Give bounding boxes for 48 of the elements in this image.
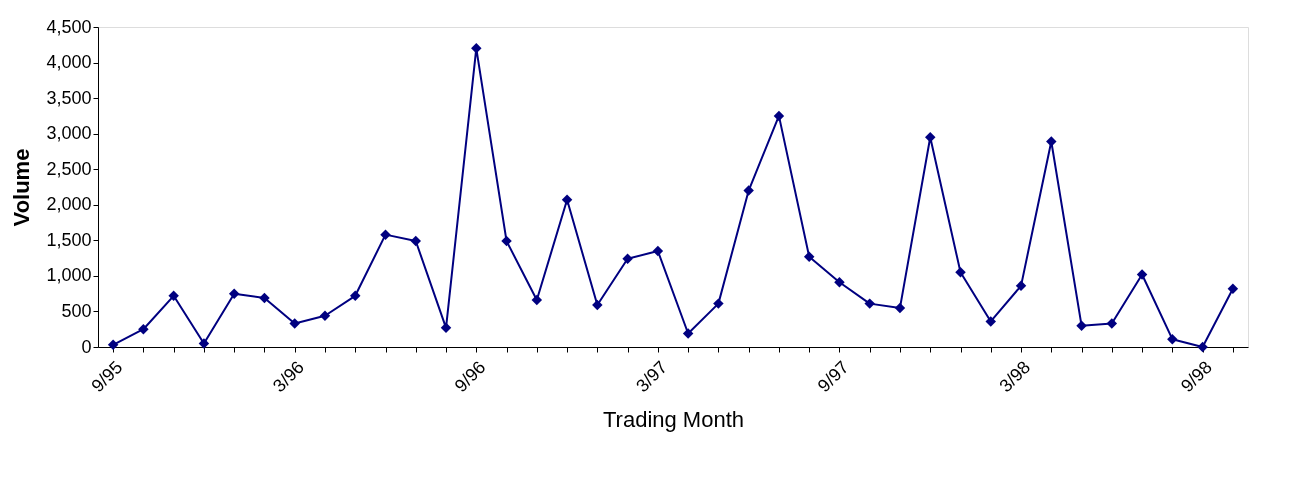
point	[440, 322, 452, 334]
point	[1136, 269, 1148, 280]
y-tick-label: 0	[81, 336, 92, 357]
point	[319, 310, 331, 321]
point	[228, 288, 240, 299]
y-tick-label: 4,500	[46, 16, 92, 37]
point	[773, 110, 785, 122]
point	[259, 292, 270, 304]
point	[803, 251, 815, 262]
point	[955, 267, 966, 278]
point	[894, 302, 906, 314]
point	[107, 339, 119, 351]
point	[289, 318, 300, 329]
point	[501, 235, 512, 247]
y-tick-label: 500	[61, 300, 92, 321]
y-tick-label: 2,000	[46, 194, 92, 215]
y-tick-label: 1,000	[46, 265, 92, 286]
point	[1197, 341, 1208, 353]
point	[592, 299, 603, 311]
point	[198, 338, 210, 349]
point	[410, 235, 422, 247]
x-axis-title: Trading Month	[602, 407, 745, 432]
y-tick-label: 2,500	[46, 158, 92, 179]
point	[380, 229, 391, 240]
point	[713, 298, 724, 309]
point	[1046, 136, 1057, 147]
point	[531, 294, 543, 306]
point	[622, 253, 633, 265]
point	[864, 298, 875, 309]
point	[1227, 283, 1239, 294]
y-tick-label: 4,000	[46, 52, 92, 73]
y-tick-label: 3,500	[46, 87, 92, 108]
point	[1167, 333, 1178, 345]
point	[1106, 318, 1118, 329]
point	[138, 323, 149, 335]
y-axis-title: Volume	[9, 148, 35, 227]
point	[1015, 280, 1027, 292]
point	[561, 194, 573, 206]
point	[743, 185, 754, 196]
point	[652, 245, 664, 257]
point	[985, 316, 997, 327]
point	[834, 277, 845, 288]
y-tick-label: 1,500	[46, 229, 92, 250]
y-tick-label: 3,000	[46, 123, 92, 144]
point	[1076, 320, 1087, 331]
point	[682, 328, 694, 339]
point	[349, 290, 361, 302]
point	[168, 290, 179, 302]
